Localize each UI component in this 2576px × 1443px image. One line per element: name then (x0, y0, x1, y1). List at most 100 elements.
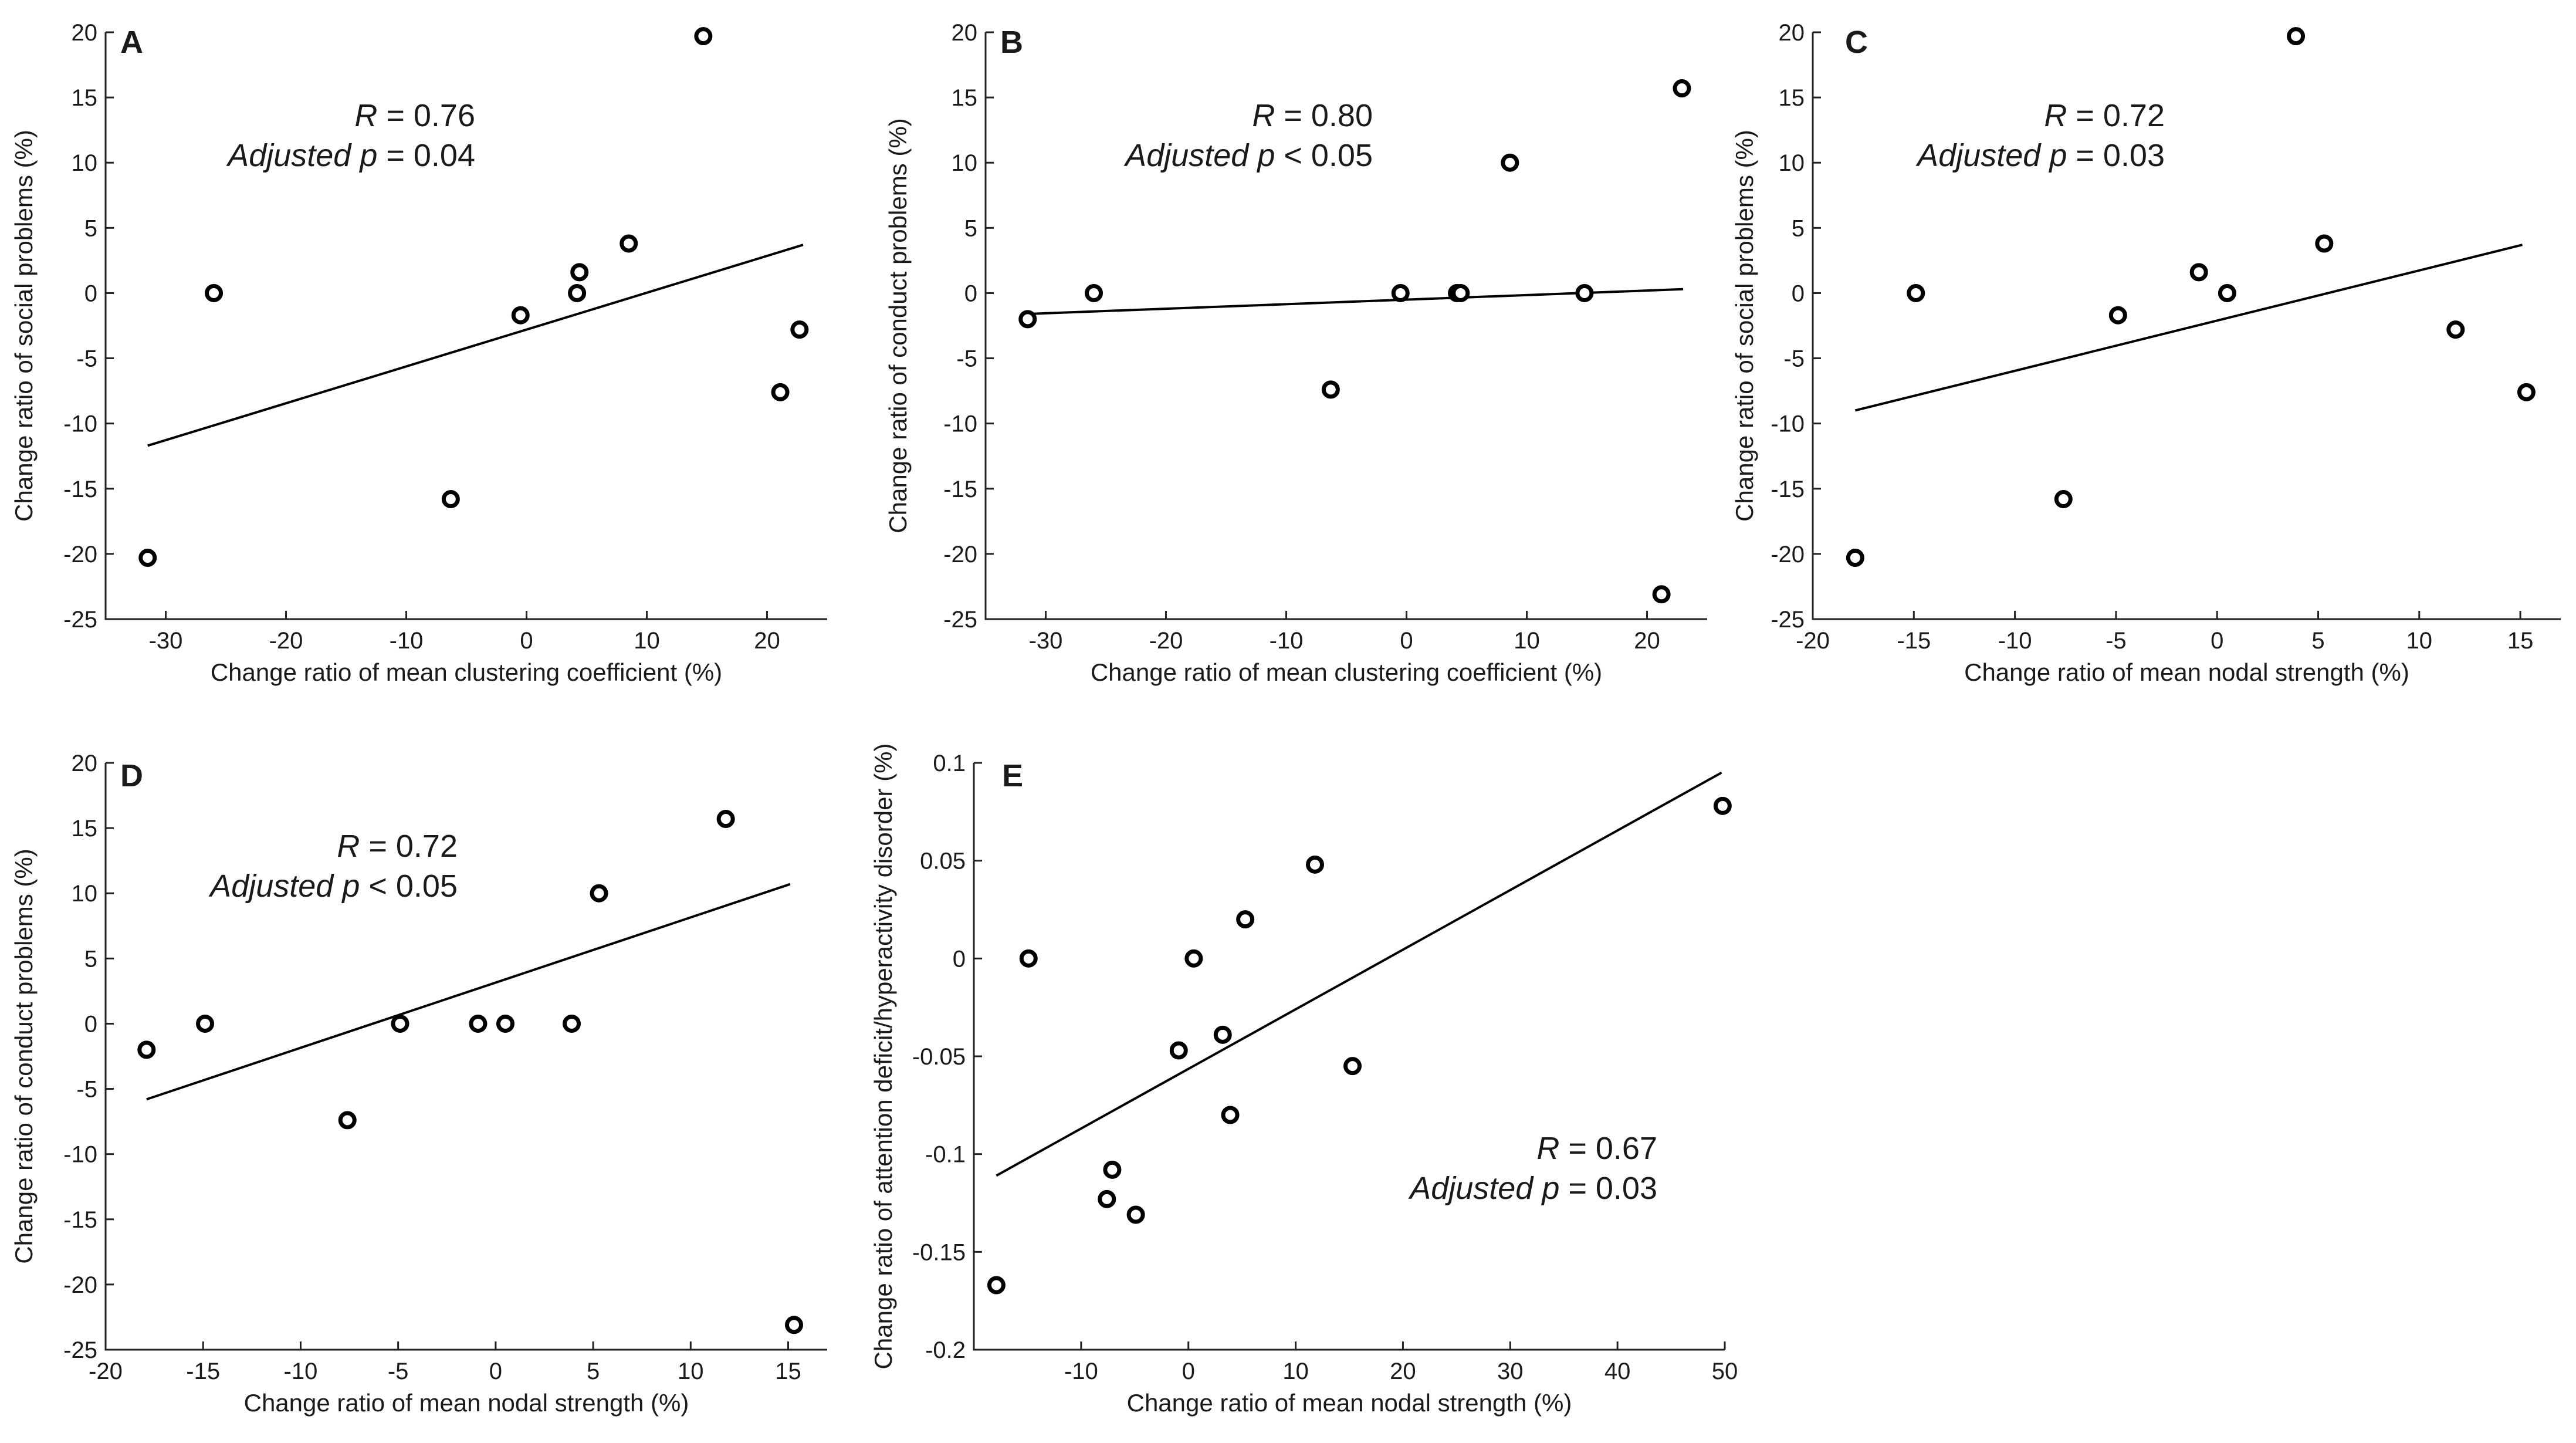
data-point (2108, 306, 2127, 325)
data-point (138, 549, 157, 567)
data-point (568, 283, 587, 302)
y-tick-label: -20 (1771, 542, 1805, 567)
x-tick-label: -10 (1064, 1358, 1098, 1384)
x-tick-label: -30 (149, 628, 183, 654)
x-axis-label: Change ratio of mean clustering coeffici… (211, 658, 722, 686)
regression-line (1027, 288, 1684, 315)
y-tick-label: -15 (943, 477, 977, 502)
p-annotation: Adjusted p = 0.03 (1915, 138, 2165, 173)
y-axis-label: Change ratio of social problems (%) (10, 130, 38, 522)
regression-line (996, 771, 1722, 1177)
y-axis-label: Change ratio of social problems (%) (1731, 130, 1758, 522)
x-tick-label: 20 (1634, 628, 1660, 654)
p-symbol: Adjusted p (1915, 138, 2067, 173)
axes-D (104, 763, 827, 1351)
r-symbol: R (1536, 1131, 1559, 1166)
x-tick-label: 10 (1514, 628, 1540, 654)
data-point (2287, 27, 2306, 46)
y-tick-label: 0 (84, 281, 97, 306)
y-tick-label: 20 (72, 20, 98, 46)
data-point (1713, 796, 1732, 815)
y-tick-label: 20 (952, 20, 978, 46)
x-tick-label: -15 (1897, 628, 1931, 654)
p-symbol: Adjusted p (1408, 1171, 1559, 1206)
data-point (205, 283, 223, 302)
data-point (694, 27, 713, 46)
data-point (1019, 949, 1038, 968)
p-value: = 0.03 (1559, 1171, 1657, 1206)
r-value: = 0.72 (360, 829, 458, 864)
r-value: = 0.76 (377, 98, 475, 133)
x-tick-label: 20 (1390, 1358, 1416, 1384)
y-tick-label: 0 (964, 281, 977, 306)
panel-D: -20 -15 -10 -5 0 5 10 15-25-20-15-10-505101520C… (10, 751, 827, 1417)
x-tick-label: -5 (388, 1358, 409, 1384)
x-tick-label: -10 (390, 628, 424, 654)
data-point (1575, 283, 1594, 302)
x-tick-label: -20 (269, 628, 303, 654)
y-tick-label: -15 (63, 1207, 97, 1233)
x-tick-label: 0 (489, 1358, 502, 1384)
data-point (137, 1040, 156, 1059)
y-tick-label: -5 (76, 1077, 97, 1103)
data-point (1652, 585, 1671, 604)
data-point (1018, 310, 1037, 329)
x-tick-label: 10 (1282, 1358, 1309, 1384)
data-point (1501, 153, 1519, 172)
x-tick-label: 30 (1497, 1358, 1524, 1384)
data-point (1391, 283, 1410, 302)
data-point (1169, 1041, 1188, 1060)
x-axis-label: Change ratio of mean nodal strength (%) (244, 1389, 689, 1417)
data-point (196, 1014, 215, 1033)
y-tick-label: 15 (72, 85, 98, 111)
y-tick-label: 0 (84, 1011, 97, 1037)
y-tick-label: -25 (63, 607, 97, 633)
y-tick-label: 15 (952, 85, 978, 111)
data-point (1103, 1160, 1122, 1179)
data-point (2315, 234, 2334, 253)
panel-label: D (120, 758, 143, 793)
y-tick-label: -15 (63, 477, 97, 502)
data-point (1907, 283, 1925, 302)
data-point (1846, 549, 1864, 567)
x-tick-label: 0 (2211, 628, 2223, 654)
y-axis-label: Change ratio of conduct problems (%) (884, 118, 912, 533)
data-point (716, 810, 735, 829)
y-tick-label: -25 (63, 1337, 97, 1363)
p-symbol: Adjusted p (208, 868, 360, 904)
p-value: = 0.04 (377, 138, 475, 173)
panel-C: -20 -15 -10 -5 0 5 10 15-25-20-15-10-505101520C… (1731, 20, 2561, 686)
r-value: = 0.67 (1559, 1131, 1657, 1166)
panel-label: A (120, 25, 143, 60)
r-symbol: R (354, 98, 377, 133)
y-tick-label: 10 (952, 150, 978, 176)
p-symbol: Adjusted p (226, 138, 377, 173)
x-axis-label: Change ratio of mean nodal strength (%) (1127, 1389, 1572, 1417)
y-axis-label: Change ratio of attention deficit/hypera… (869, 744, 897, 1370)
y-tick-label: -0.1 (925, 1142, 966, 1168)
data-point (511, 306, 530, 325)
y-tick-label: 15 (1779, 85, 1805, 111)
y-axis-label: Change ratio of conduct problems (%) (10, 849, 38, 1263)
y-tick-label: -20 (63, 542, 97, 567)
y-tick-label: -25 (943, 607, 977, 633)
x-tick-label: 5 (587, 1358, 600, 1384)
data-point (2054, 490, 2073, 509)
r-symbol: R (2044, 98, 2067, 133)
x-tick-label: -15 (186, 1358, 220, 1384)
panel-B: -30 -20 -10 0 10 20 -25 -20 -15 -10 -5 0 5 10 15 20 Chan… (884, 20, 1707, 686)
data-point (1451, 283, 1470, 302)
data-point (2218, 283, 2236, 302)
y-tick-label: -20 (943, 542, 977, 567)
data-point (771, 383, 790, 401)
data-point (620, 234, 638, 253)
r-annotation: R = 0.76 (354, 98, 475, 133)
y-tick-label: 20 (1779, 20, 1805, 46)
x-tick-label: 10 (678, 1358, 704, 1384)
y-tick-label: -15 (1771, 477, 1805, 502)
x-axis-label: Change ratio of mean nodal strength (%) (1964, 658, 2409, 686)
y-tick-label: 0.05 (920, 849, 966, 874)
y-tick-label: 5 (84, 215, 97, 241)
data-point (1126, 1205, 1145, 1224)
r-annotation: R = 0.72 (337, 829, 458, 864)
